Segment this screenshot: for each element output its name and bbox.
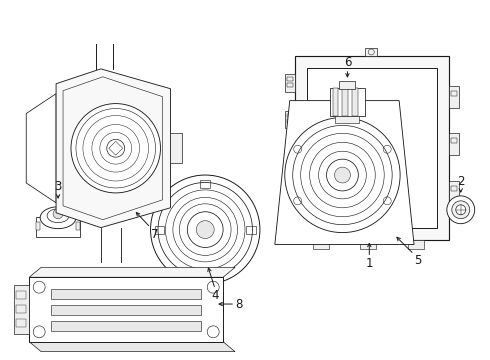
Polygon shape: [29, 267, 235, 277]
Text: 3: 3: [54, 180, 62, 193]
Bar: [171, 133, 182, 163]
Circle shape: [456, 205, 466, 215]
Bar: [285, 184, 294, 202]
Bar: [449, 181, 459, 203]
Bar: [451, 186, 457, 191]
Bar: [329, 88, 366, 116]
Circle shape: [452, 201, 470, 219]
Bar: [307, 68, 437, 228]
Bar: [36, 222, 40, 230]
Bar: [14, 285, 29, 334]
Ellipse shape: [187, 212, 223, 247]
Bar: [285, 147, 294, 165]
Circle shape: [107, 139, 124, 157]
Bar: [16, 305, 26, 313]
Bar: [451, 138, 457, 143]
Bar: [16, 291, 26, 299]
Polygon shape: [56, 69, 171, 228]
Bar: [451, 91, 457, 96]
Bar: [287, 150, 293, 154]
Bar: [333, 88, 339, 116]
Bar: [294, 56, 449, 239]
Bar: [16, 319, 26, 327]
Bar: [51, 289, 201, 299]
Bar: [246, 226, 256, 234]
Circle shape: [285, 117, 400, 233]
Circle shape: [33, 281, 45, 293]
Circle shape: [335, 167, 350, 183]
Bar: [352, 88, 358, 116]
Circle shape: [447, 196, 475, 224]
Bar: [449, 86, 459, 108]
Circle shape: [207, 326, 219, 338]
Bar: [340, 81, 355, 89]
Circle shape: [207, 281, 219, 293]
Bar: [366, 48, 377, 56]
Text: 4: 4: [211, 289, 219, 302]
Bar: [287, 156, 293, 160]
Bar: [287, 187, 293, 191]
Text: 1: 1: [366, 257, 373, 270]
Bar: [343, 88, 348, 116]
Text: 2: 2: [457, 175, 465, 188]
Bar: [200, 271, 210, 279]
Bar: [287, 113, 293, 117]
Text: 6: 6: [343, 56, 351, 69]
Bar: [287, 120, 293, 123]
Bar: [29, 277, 223, 342]
Text: 7: 7: [150, 228, 158, 240]
Bar: [287, 83, 293, 87]
Bar: [154, 226, 165, 234]
Circle shape: [326, 159, 358, 191]
Ellipse shape: [47, 209, 69, 223]
Bar: [76, 222, 80, 230]
Polygon shape: [275, 100, 414, 244]
Bar: [287, 77, 293, 81]
Bar: [285, 74, 294, 92]
Circle shape: [33, 326, 45, 338]
Polygon shape: [29, 342, 235, 352]
Bar: [51, 305, 201, 315]
Bar: [36, 217, 80, 237]
Circle shape: [53, 209, 63, 219]
Bar: [200, 180, 210, 188]
Polygon shape: [26, 94, 56, 203]
Ellipse shape: [150, 175, 260, 284]
Ellipse shape: [196, 221, 214, 239]
Bar: [360, 239, 376, 249]
Bar: [285, 111, 294, 129]
Text: 8: 8: [235, 297, 243, 311]
Circle shape: [71, 104, 161, 193]
Bar: [449, 133, 459, 155]
Bar: [287, 193, 293, 197]
Bar: [313, 239, 328, 249]
Bar: [408, 239, 424, 249]
Bar: [336, 116, 359, 123]
Text: 5: 5: [414, 255, 421, 267]
Bar: [51, 321, 201, 331]
Ellipse shape: [40, 207, 76, 229]
